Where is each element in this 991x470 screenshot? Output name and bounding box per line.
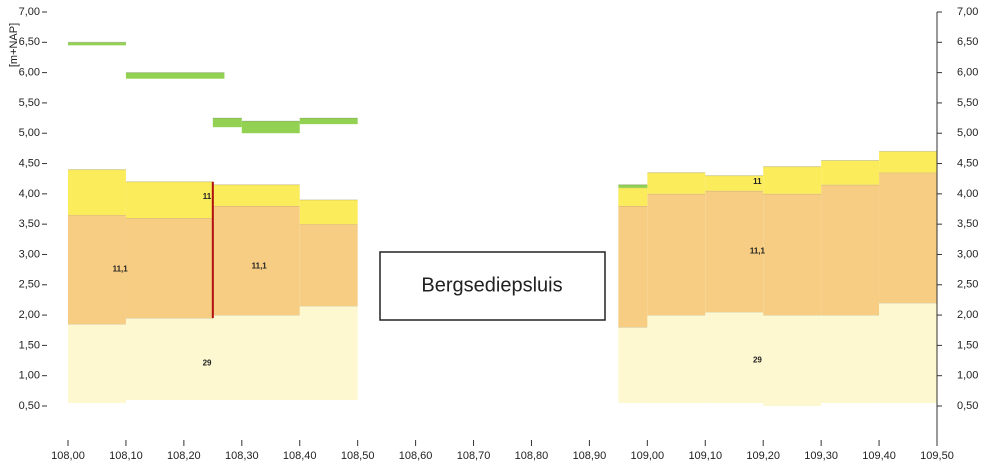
x-tick-label: 109,20 <box>746 450 780 462</box>
y-tick-label: 5,50 <box>19 97 40 109</box>
layer-segment <box>705 175 764 191</box>
y2-tick-label: 6,00 <box>957 67 978 79</box>
y2-tick-label: 0,50 <box>957 400 978 412</box>
y-tick-label: 0,50 <box>19 400 40 412</box>
y-tick-label: 1,00 <box>19 370 40 382</box>
label-box <box>379 251 606 321</box>
annotation: 11,1 <box>750 247 766 256</box>
x-tick-label: 109,10 <box>688 450 722 462</box>
layer-segment <box>212 184 300 206</box>
layer-segment <box>68 324 126 403</box>
layer-segment <box>299 199 358 225</box>
y-tick-label: 3,00 <box>19 248 40 260</box>
layer-segment <box>618 184 648 188</box>
layer-segment <box>647 315 706 403</box>
x-tick-label: 108,00 <box>51 450 85 462</box>
y2-tick-label: 7,00 <box>957 6 978 18</box>
layer-segment <box>618 187 648 206</box>
y2-tick-label: 6,50 <box>957 36 978 48</box>
y2-tick-label: 4,00 <box>957 188 978 200</box>
layer-segment <box>647 172 706 194</box>
y2-tick-label: 1,50 <box>957 339 978 351</box>
y2-tick-label: 3,00 <box>957 248 978 260</box>
x-tick-label: 109,00 <box>631 450 665 462</box>
layer-segment <box>212 205 300 316</box>
y2-tick-label: 5,00 <box>957 127 978 139</box>
layer-segment <box>763 315 822 406</box>
layer-segment <box>299 224 358 306</box>
layer-segment <box>879 151 937 173</box>
y-tick-label: 6,00 <box>19 67 40 79</box>
annotation: 11 <box>203 192 212 201</box>
y2-tick-label: 3,50 <box>957 218 978 230</box>
layer-segment <box>705 312 764 403</box>
layer-segment <box>125 72 225 79</box>
layer-segment <box>879 172 937 303</box>
y-tick-label: 3,50 <box>19 218 40 230</box>
layer-segment <box>68 169 126 216</box>
annotation: 29 <box>753 356 762 365</box>
layer-segment <box>299 118 358 125</box>
x-tick-label: 109,40 <box>862 450 896 462</box>
y-tick-label: 1,50 <box>19 339 40 351</box>
layer-segment <box>241 121 300 134</box>
annotation: 11,1 <box>252 262 268 271</box>
layer-segment <box>821 160 880 185</box>
layer-segment <box>125 318 213 400</box>
y-tick-label: 2,50 <box>19 279 40 291</box>
x-tick-label: 108,60 <box>399 450 433 462</box>
y2-tick-label: 4,50 <box>957 157 978 169</box>
layer-segment <box>618 205 648 328</box>
x-tick-label: 108,20 <box>167 450 201 462</box>
layer-segment <box>763 166 822 194</box>
x-tick-label: 108,40 <box>283 450 317 462</box>
layer-segment <box>125 181 213 219</box>
box-label: Bergsediepsluis <box>421 274 562 296</box>
layer-segment <box>68 215 126 325</box>
x-tick-label: 108,90 <box>573 450 607 462</box>
y-axis-label: [m+NAP] <box>8 23 20 67</box>
x-tick-label: 108,50 <box>341 450 375 462</box>
layer-segment <box>705 190 764 313</box>
x-tick-label: 108,80 <box>515 450 549 462</box>
layer-segment <box>879 302 937 403</box>
layer-segment <box>647 193 706 316</box>
annotation: 11 <box>753 177 762 186</box>
y-tick-label: 7,00 <box>19 6 40 18</box>
y2-tick-label: 1,00 <box>957 370 978 382</box>
y-tick-label: 4,50 <box>19 157 40 169</box>
layer-segment <box>68 42 126 46</box>
layer-segment <box>821 315 880 403</box>
x-tick-label: 109,50 <box>920 450 954 462</box>
y2-tick-label: 5,50 <box>957 97 978 109</box>
y2-tick-label: 2,50 <box>957 279 978 291</box>
y-tick-label: 4,00 <box>19 188 40 200</box>
annotation: 29 <box>203 359 212 368</box>
x-tick-label: 108,70 <box>457 450 491 462</box>
annotation: 11,1 <box>113 265 129 274</box>
y-tick-label: 2,00 <box>19 309 40 321</box>
layer-segment <box>299 305 358 400</box>
layer-segment <box>763 193 822 316</box>
x-tick-label: 108,30 <box>225 450 259 462</box>
y-tick-label: 5,00 <box>19 127 40 139</box>
layer-segment <box>821 184 880 316</box>
layer-segment <box>125 218 213 319</box>
x-tick-label: 109,30 <box>804 450 838 462</box>
layer-segment <box>618 327 648 403</box>
y-tick-label: 6,50 <box>19 36 40 48</box>
layer-segment <box>212 315 300 400</box>
layer-segment <box>212 118 242 128</box>
y2-tick-label: 2,00 <box>957 309 978 321</box>
x-tick-label: 108,10 <box>109 450 143 462</box>
